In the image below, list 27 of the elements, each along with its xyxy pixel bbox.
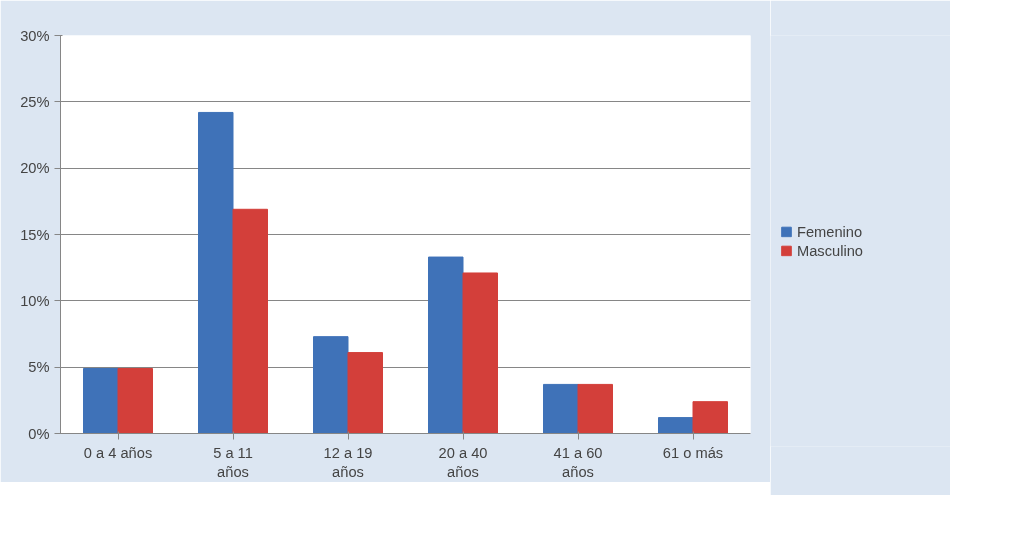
y-tick-label: 25% [20, 93, 50, 110]
bar [232, 208, 268, 434]
bar [428, 256, 464, 434]
y-tick-label: 10% [20, 292, 50, 309]
bar [658, 417, 694, 434]
x-tick-label: 20 a 40 años [438, 444, 488, 480]
y-tick-label: 20% [20, 160, 50, 177]
x-tick-label: 12 a 19 años [323, 444, 373, 480]
bar [692, 401, 728, 434]
x-tick-label: 61 o más [662, 444, 724, 461]
legend-label: Masculino [797, 242, 863, 258]
legend-label: Femenino [797, 223, 863, 239]
y-tick-label: 0% [28, 425, 50, 442]
x-tick-label: 41 a 60 años [553, 444, 603, 480]
bar [543, 383, 579, 434]
bar [198, 111, 234, 434]
x-tick-label: 0 a 4 años [83, 444, 153, 461]
x-tick-label: 5 a 11 años [213, 444, 253, 480]
bar [117, 367, 153, 434]
bar [462, 272, 498, 434]
bar [83, 367, 119, 434]
bar [577, 383, 613, 434]
bar [347, 352, 383, 434]
y-tick-label: 5% [28, 359, 50, 376]
y-tick-label: 30% [20, 27, 50, 44]
y-tick-label: 15% [20, 226, 50, 243]
bar [313, 336, 349, 434]
